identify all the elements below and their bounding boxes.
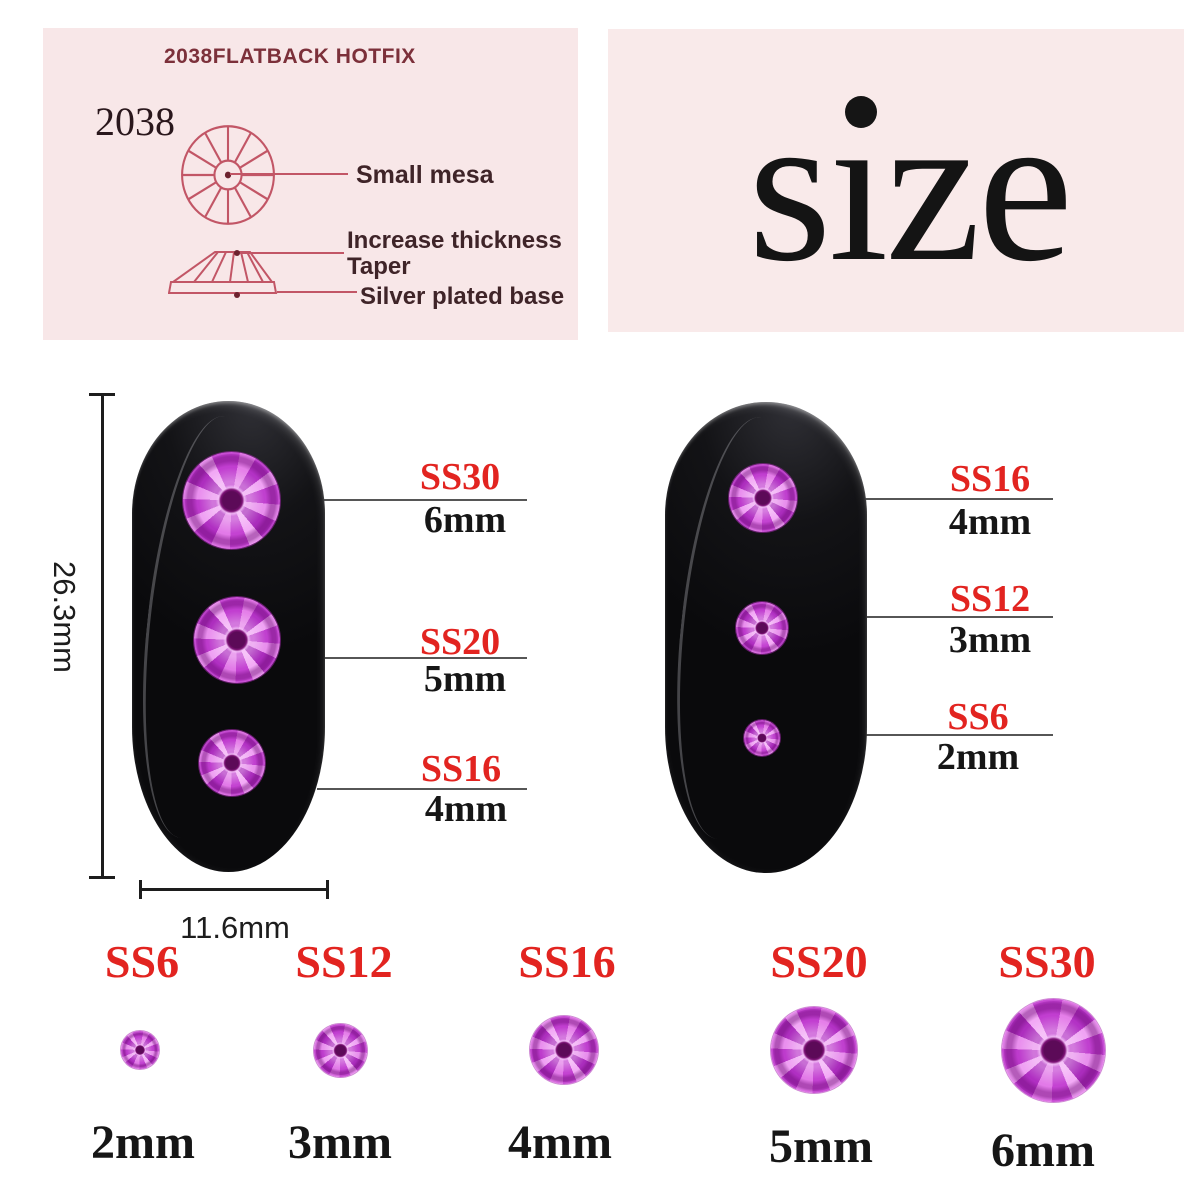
mm-size-label: 3mm [948,619,1032,661]
size-card: sıze [608,29,1184,332]
ss-size-label: SS6 [947,696,1009,738]
width-dimension-label: 11.6mm [180,910,290,945]
label-increase-thickness-line1: Increase thickness [347,227,562,254]
mm-size-label: 2mm [91,1116,195,1169]
mm-size-label: 6mm [991,1124,1095,1177]
mm-size-label: 4mm [508,1116,612,1169]
height-dimension-cap-top [89,393,115,396]
ss-size-label: SS6 [104,936,180,987]
size-title-part3: ze [885,67,1073,306]
ss-size-label: SS16 [420,748,502,790]
leader-line-small-mesa [230,173,348,175]
ss-size-label: SS30 [998,936,1096,987]
label-taper: Taper [347,253,411,280]
callout-line [317,788,527,790]
rhinestone-gem-6mm [1002,999,1105,1102]
ss-size-label: SS12 [295,936,393,987]
i-dot [845,96,877,128]
rhinestone-gem-5mm [771,1007,857,1093]
size-title: sıze [748,79,1073,294]
mm-size-label: 3mm [288,1116,392,1169]
ss-size-label: SS16 [949,458,1031,500]
label-small-mesa: Small mesa [356,161,494,189]
mm-size-label: 4mm [424,788,508,830]
mm-size-label: 5mm [769,1120,873,1173]
rhinestone-gem-ss12 [736,602,788,654]
callout-line [317,657,527,659]
sideview-diagram [168,250,278,298]
model-number: 2038 [95,99,175,144]
height-dimension-cap-bottom [89,876,115,879]
rhinestone-gem-ss16 [729,464,797,532]
rhinestone-gem-2mm [121,1031,159,1069]
height-dimension-line [101,394,104,878]
mm-size-label: 2mm [936,736,1020,778]
callout-line [843,734,1053,736]
ss-size-label: SS16 [518,936,616,987]
width-dimension-line [140,888,328,891]
spec-card-title: 2038FLATBACK HOTFIX [164,45,416,68]
rhinestone-gem-4mm [530,1016,598,1084]
size-title-part1: s [748,67,832,306]
topview-diagram [181,125,275,225]
rhinestone-gem-ss6 [744,720,780,756]
label-silver-plated-base: Silver plated base [360,283,565,310]
rhinestone-gem-ss30 [183,452,280,549]
leader-line-base [277,291,357,293]
height-dimension-label: 26.3mm [47,561,82,673]
rhinestone-gem-ss16 [199,730,265,796]
mm-size-label: 6mm [423,499,507,541]
rhinestone-gem-3mm [314,1024,367,1077]
width-dimension-cap-right [326,880,329,899]
callout-line [856,616,1053,618]
mm-size-label: 5mm [423,658,507,700]
ss-size-label: SS20 [770,936,868,987]
mm-size-label: 4mm [948,501,1032,543]
callout-line [317,499,527,501]
leader-line-thickness [240,252,344,254]
rhinestone-gem-ss20 [194,597,280,683]
label-increase-thickness: Increase thickness Taper [347,228,562,280]
ss-size-label: SS30 [419,456,501,498]
ss-size-label: SS20 [419,621,501,663]
callout-line [856,498,1053,500]
spec-card: 2038FLATBACK HOTFIX 2038 Small mesa I [43,28,578,340]
width-dimension-cap-left [139,880,142,899]
ss-size-label: SS12 [949,578,1031,620]
